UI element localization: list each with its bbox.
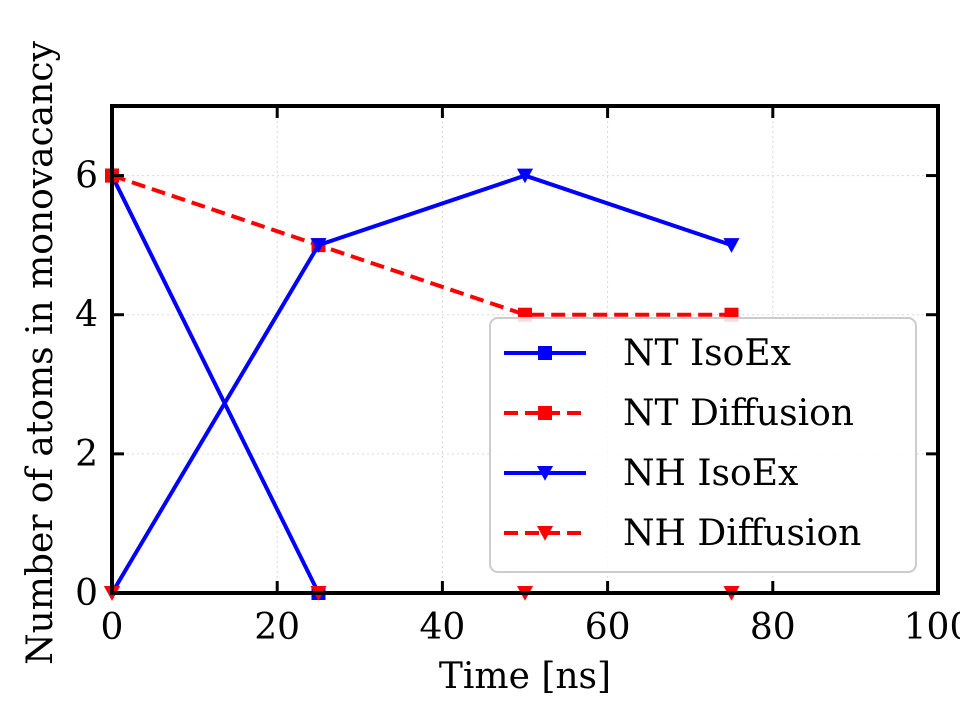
plot-frame (110, 104, 940, 595)
series-line (111, 173, 732, 317)
x-tick-label: 20 (254, 607, 300, 648)
y-tick-label: 2 (75, 434, 98, 475)
legend-marker (536, 526, 554, 541)
data-point (310, 238, 327, 253)
legend-marker (538, 346, 552, 360)
data-point (723, 238, 740, 253)
legend-entry: NH IsoEx (504, 453, 798, 494)
y-tick-label: 4 (75, 295, 98, 336)
legend-entry: NT Diffusion (504, 393, 854, 434)
legend-label: NH IsoEx (623, 453, 798, 494)
legend-label: NT Diffusion (623, 393, 854, 434)
data-point (516, 168, 534, 184)
x-axis-label: Time [ns] (439, 656, 611, 697)
y-tick-label: 6 (75, 156, 98, 197)
series-line (110, 173, 733, 595)
x-tick-label: 100 (904, 607, 960, 648)
x-tick-label: 0 (101, 607, 124, 648)
legend-label: NT IsoEx (623, 333, 791, 374)
axis-ticks: 0 20 40 60 80 100 0 2 4 6 (75, 106, 960, 648)
legend: NT IsoEx NT Diffusion NH IsoEx NH Diffusion (489, 317, 917, 573)
y-axis-label: Number of atoms in monovacancy (20, 40, 61, 665)
x-tick-label: 80 (750, 607, 796, 648)
x-tick-label: 40 (419, 607, 465, 648)
legend-marker (538, 406, 552, 420)
legend-box (489, 317, 917, 573)
x-tick-label: 60 (585, 607, 631, 648)
legend-label: NH Diffusion (623, 513, 861, 554)
series-line (110, 174, 321, 594)
legend-marker (536, 466, 554, 481)
legend-entry: NH Diffusion (504, 513, 861, 554)
y-tick-label: 0 (75, 573, 98, 614)
legend-entry: NT IsoEx (504, 333, 791, 374)
